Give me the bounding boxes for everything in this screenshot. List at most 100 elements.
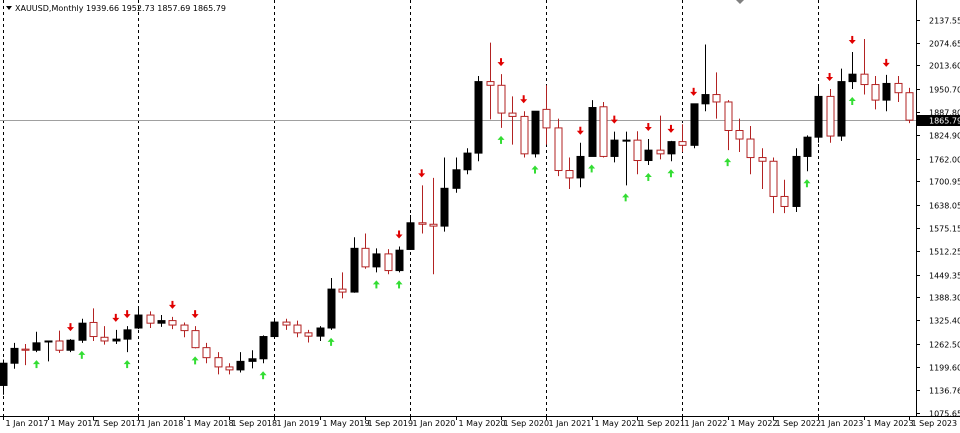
x-tick-label: 1 May 2018: [187, 419, 234, 428]
up-arrow-icon: [803, 179, 811, 188]
up-arrow-icon: [327, 337, 335, 346]
candle: [622, 131, 631, 186]
candle-body: [440, 187, 449, 227]
up-arrow-icon: [497, 135, 505, 144]
candle-body: [236, 360, 245, 371]
x-tick-label: 1 Jan 2017: [6, 419, 49, 428]
candle-body: [497, 84, 506, 114]
x-tick-label: 1 Sep 2020: [504, 419, 550, 428]
down-arrow-icon: [644, 123, 652, 132]
candle: [531, 110, 540, 158]
candle: [202, 342, 211, 364]
candle: [576, 142, 585, 188]
candle: [112, 329, 121, 344]
candle-body: [542, 108, 551, 129]
candle: [248, 350, 257, 369]
current-price-label-bg: [917, 115, 960, 126]
candle-body: [112, 338, 121, 342]
y-tick-label: 1575.15: [929, 225, 960, 234]
candle: [55, 330, 64, 353]
candle: [327, 277, 336, 330]
candle: [304, 329, 313, 343]
candle-body: [644, 149, 653, 162]
x-tick-label: 1 Jan 2022: [685, 419, 728, 428]
candle: [168, 316, 177, 330]
candle: [542, 85, 551, 145]
candle: [599, 101, 608, 158]
candle-body: [304, 332, 313, 337]
x-tick-label: 1 May 2019: [323, 419, 370, 428]
candle-body: [157, 320, 166, 324]
candle-body: [55, 340, 64, 351]
y-tick-label: 1136.76: [929, 387, 960, 396]
x-tick-label: 1 Jan 2023: [821, 419, 864, 428]
candle-body: [316, 327, 325, 337]
candle-body: [100, 336, 109, 342]
x-tick-label: 1 May 2017: [51, 419, 98, 428]
candle: [588, 100, 597, 157]
candle-body: [554, 127, 563, 172]
up-arrow-icon: [372, 280, 380, 289]
candle: [554, 118, 563, 177]
candle-body: [531, 110, 540, 155]
chart-menu-triangle-icon[interactable]: [6, 6, 12, 10]
candle: [429, 177, 438, 275]
candle-body: [520, 115, 529, 155]
candle-body: [894, 82, 903, 94]
candle: [259, 335, 268, 364]
candle: [565, 157, 574, 190]
x-tick-label: 1 May 2022: [731, 419, 778, 428]
candle-body: [395, 249, 404, 272]
candle: [678, 124, 687, 152]
candle: [792, 148, 801, 213]
candle-body: [32, 342, 41, 351]
candle-body: [452, 169, 461, 189]
candle: [395, 246, 404, 273]
candle: [520, 111, 529, 158]
candle: [66, 339, 75, 353]
up-arrow-icon: [123, 360, 131, 369]
down-arrow-icon: [520, 95, 528, 104]
candle-body: [780, 195, 789, 207]
up-arrow-icon: [644, 172, 652, 181]
candle-body: [486, 81, 495, 86]
candle-body: [168, 320, 177, 326]
candle: [372, 248, 381, 273]
candle: [656, 115, 665, 160]
candle: [157, 315, 166, 327]
candle: [440, 157, 449, 232]
candle-body: [735, 130, 744, 140]
down-arrow-icon: [168, 300, 176, 309]
x-tick-label: 1 May 2021: [595, 419, 642, 428]
candle-body: [667, 141, 676, 155]
candle: [644, 139, 653, 165]
candle: [860, 38, 869, 95]
candle: [633, 131, 642, 175]
candle: [78, 318, 87, 343]
candle: [406, 214, 415, 250]
candle: [690, 103, 699, 149]
candle-body: [905, 92, 914, 121]
candle: [0, 359, 8, 395]
candle-body: [78, 322, 87, 341]
candle-body: [361, 247, 370, 268]
up-arrow-icon: [667, 169, 675, 178]
candle-body: [180, 324, 189, 332]
chart-shift-marker-icon[interactable]: [736, 0, 744, 4]
candle-body: [429, 223, 438, 227]
candle-body: [225, 366, 234, 371]
candles: [0, 38, 914, 395]
candle-body: [293, 324, 302, 334]
candle: [735, 118, 744, 152]
candle: [894, 76, 903, 102]
candle: [225, 363, 234, 375]
candle: [497, 74, 506, 128]
candle: [474, 76, 483, 162]
candle-body: [282, 321, 291, 326]
x-tick-label: 1 Jan 2020: [413, 419, 456, 428]
candle-body: [384, 253, 393, 272]
candle: [724, 100, 733, 151]
